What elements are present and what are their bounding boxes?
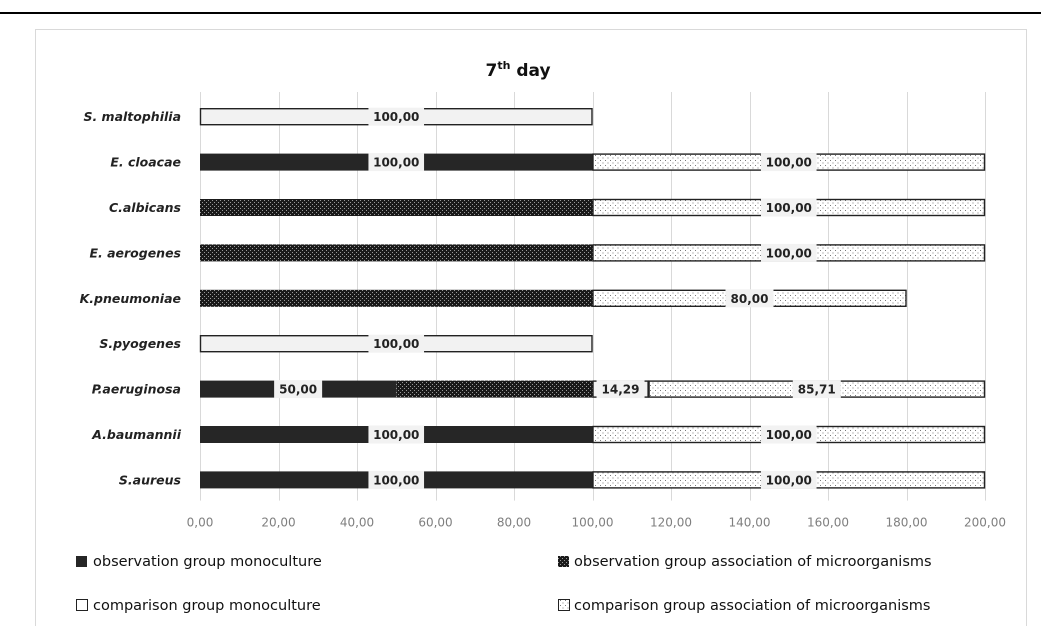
category-label-s-maltophilia: S. maltophilia xyxy=(83,109,181,124)
data-label-bg-e-cloacae-0 xyxy=(368,153,425,172)
top-rule xyxy=(0,12,1041,14)
legend-swatch-obs-mono xyxy=(76,556,87,567)
x-tick-6: 120,00 xyxy=(650,516,692,530)
data-label-bg-c-albicans-3 xyxy=(760,198,817,217)
legend-swatch-comp-mono xyxy=(76,599,88,611)
data-label-s-aureus-0: 100,00 xyxy=(373,473,419,487)
data-label-p-aeruginosa-2: 14,29 xyxy=(602,383,640,397)
category-label-s-aureus: S.aureus xyxy=(119,472,181,487)
data-label-p-aeruginosa-0: 50,00 xyxy=(279,383,317,397)
x-tick-8: 160,00 xyxy=(807,516,849,530)
data-label-e-cloacae-0: 100,00 xyxy=(373,156,419,170)
data-label-e-aerogenes-3: 100,00 xyxy=(766,246,812,260)
data-label-bg-e-cloacae-3 xyxy=(760,153,817,172)
bar-c-albicans-series-1 xyxy=(200,199,593,216)
data-label-bg-e-aerogenes-3 xyxy=(760,243,817,262)
data-labels: 100,00 100,00 100,00 100,00 100,00 80,00 100,0… xyxy=(274,107,841,489)
legend-item-comp-assoc: comparison group association of microorg… xyxy=(558,598,930,614)
bar-k-pneumoniae-series-1 xyxy=(200,289,593,307)
legend-label-comp-assoc: comparison group association of microorg… xyxy=(574,598,930,614)
data-label-p-aeruginosa-3: 85,71 xyxy=(798,383,836,397)
category-labels: S. maltophilia E. cloacae C.albicans E. aer… xyxy=(80,109,182,487)
data-label-bg-s-aureus-0 xyxy=(368,470,425,489)
bar-e-aerogenes-series-1 xyxy=(200,244,593,262)
data-label-c-albicans-3: 100,00 xyxy=(766,201,812,215)
x-tick-3: 60,00 xyxy=(418,516,452,530)
data-label-s-pyogenes-2: 100,00 xyxy=(373,337,419,351)
category-label-c-albicans: C.albicans xyxy=(109,200,181,215)
data-label-bg-p-aeruginosa-3 xyxy=(792,380,841,399)
data-label-bg-a-baumannii-0 xyxy=(368,425,425,444)
x-tick-7: 140,00 xyxy=(729,516,771,530)
data-label-s-aureus-3: 100,00 xyxy=(766,473,812,487)
data-label-bg-p-aeruginosa-2 xyxy=(596,380,645,399)
x-tick-5: 100,00 xyxy=(572,516,614,530)
category-label-p-aeruginosa: P.aeruginosa xyxy=(92,382,181,397)
legend-item-obs-mono: observation group monoculture xyxy=(76,554,322,570)
x-tick-0: 0,00 xyxy=(187,516,214,530)
chart-title: 7th day xyxy=(485,59,550,81)
data-label-k-pneumoniae-3: 80,00 xyxy=(731,292,769,306)
legend-label-obs-assoc: observation group association of microor… xyxy=(574,554,932,570)
x-tick-1: 20,00 xyxy=(261,516,295,530)
bars xyxy=(199,107,986,489)
x-tick-9: 180,00 xyxy=(886,516,928,530)
legend: observation group monoculture observatio… xyxy=(76,554,932,614)
x-tick-4: 80,00 xyxy=(497,516,531,530)
legend-label-obs-mono: observation group monoculture xyxy=(93,554,322,570)
data-label-e-cloacae-3: 100,00 xyxy=(766,156,812,170)
data-label-bg-s-maltophilia-2 xyxy=(368,107,425,126)
data-label-bg-s-aureus-3 xyxy=(760,470,817,489)
legend-swatch-obs-assoc xyxy=(558,556,569,567)
data-label-s-maltophilia-2: 100,00 xyxy=(373,110,419,124)
data-label-bg-s-pyogenes-2 xyxy=(368,334,425,353)
category-label-s-pyogenes: S.pyogenes xyxy=(99,336,181,351)
x-axis-ticks: 0,00 20,00 40,00 60,00 80,00 100,00 120,00 140,… xyxy=(187,516,1006,530)
legend-swatch-comp-assoc xyxy=(558,599,570,611)
x-tick-2: 40,00 xyxy=(340,516,374,530)
legend-item-obs-assoc: observation group association of microor… xyxy=(558,554,932,570)
category-label-a-baumannii: A.baumannii xyxy=(91,427,181,442)
category-label-e-cloacae: E. cloacae xyxy=(110,155,181,170)
data-label-bg-k-pneumoniae-3 xyxy=(725,289,774,308)
data-label-a-baumannii-3: 100,00 xyxy=(766,428,812,442)
legend-label-comp-mono: comparison group monoculture xyxy=(93,598,321,614)
category-label-e-aerogenes: E. aerogenes xyxy=(89,245,181,260)
category-label-k-pneumoniae: K.pneumoniae xyxy=(80,291,181,306)
x-tick-10: 200,00 xyxy=(964,516,1006,530)
data-label-bg-a-baumannii-3 xyxy=(760,425,817,444)
data-label-a-baumannii-0: 100,00 xyxy=(373,428,419,442)
legend-item-comp-mono: comparison group monoculture xyxy=(76,598,321,614)
data-label-bg-p-aeruginosa-0 xyxy=(274,380,323,399)
bar-p-aeruginosa-series-1 xyxy=(396,380,593,398)
